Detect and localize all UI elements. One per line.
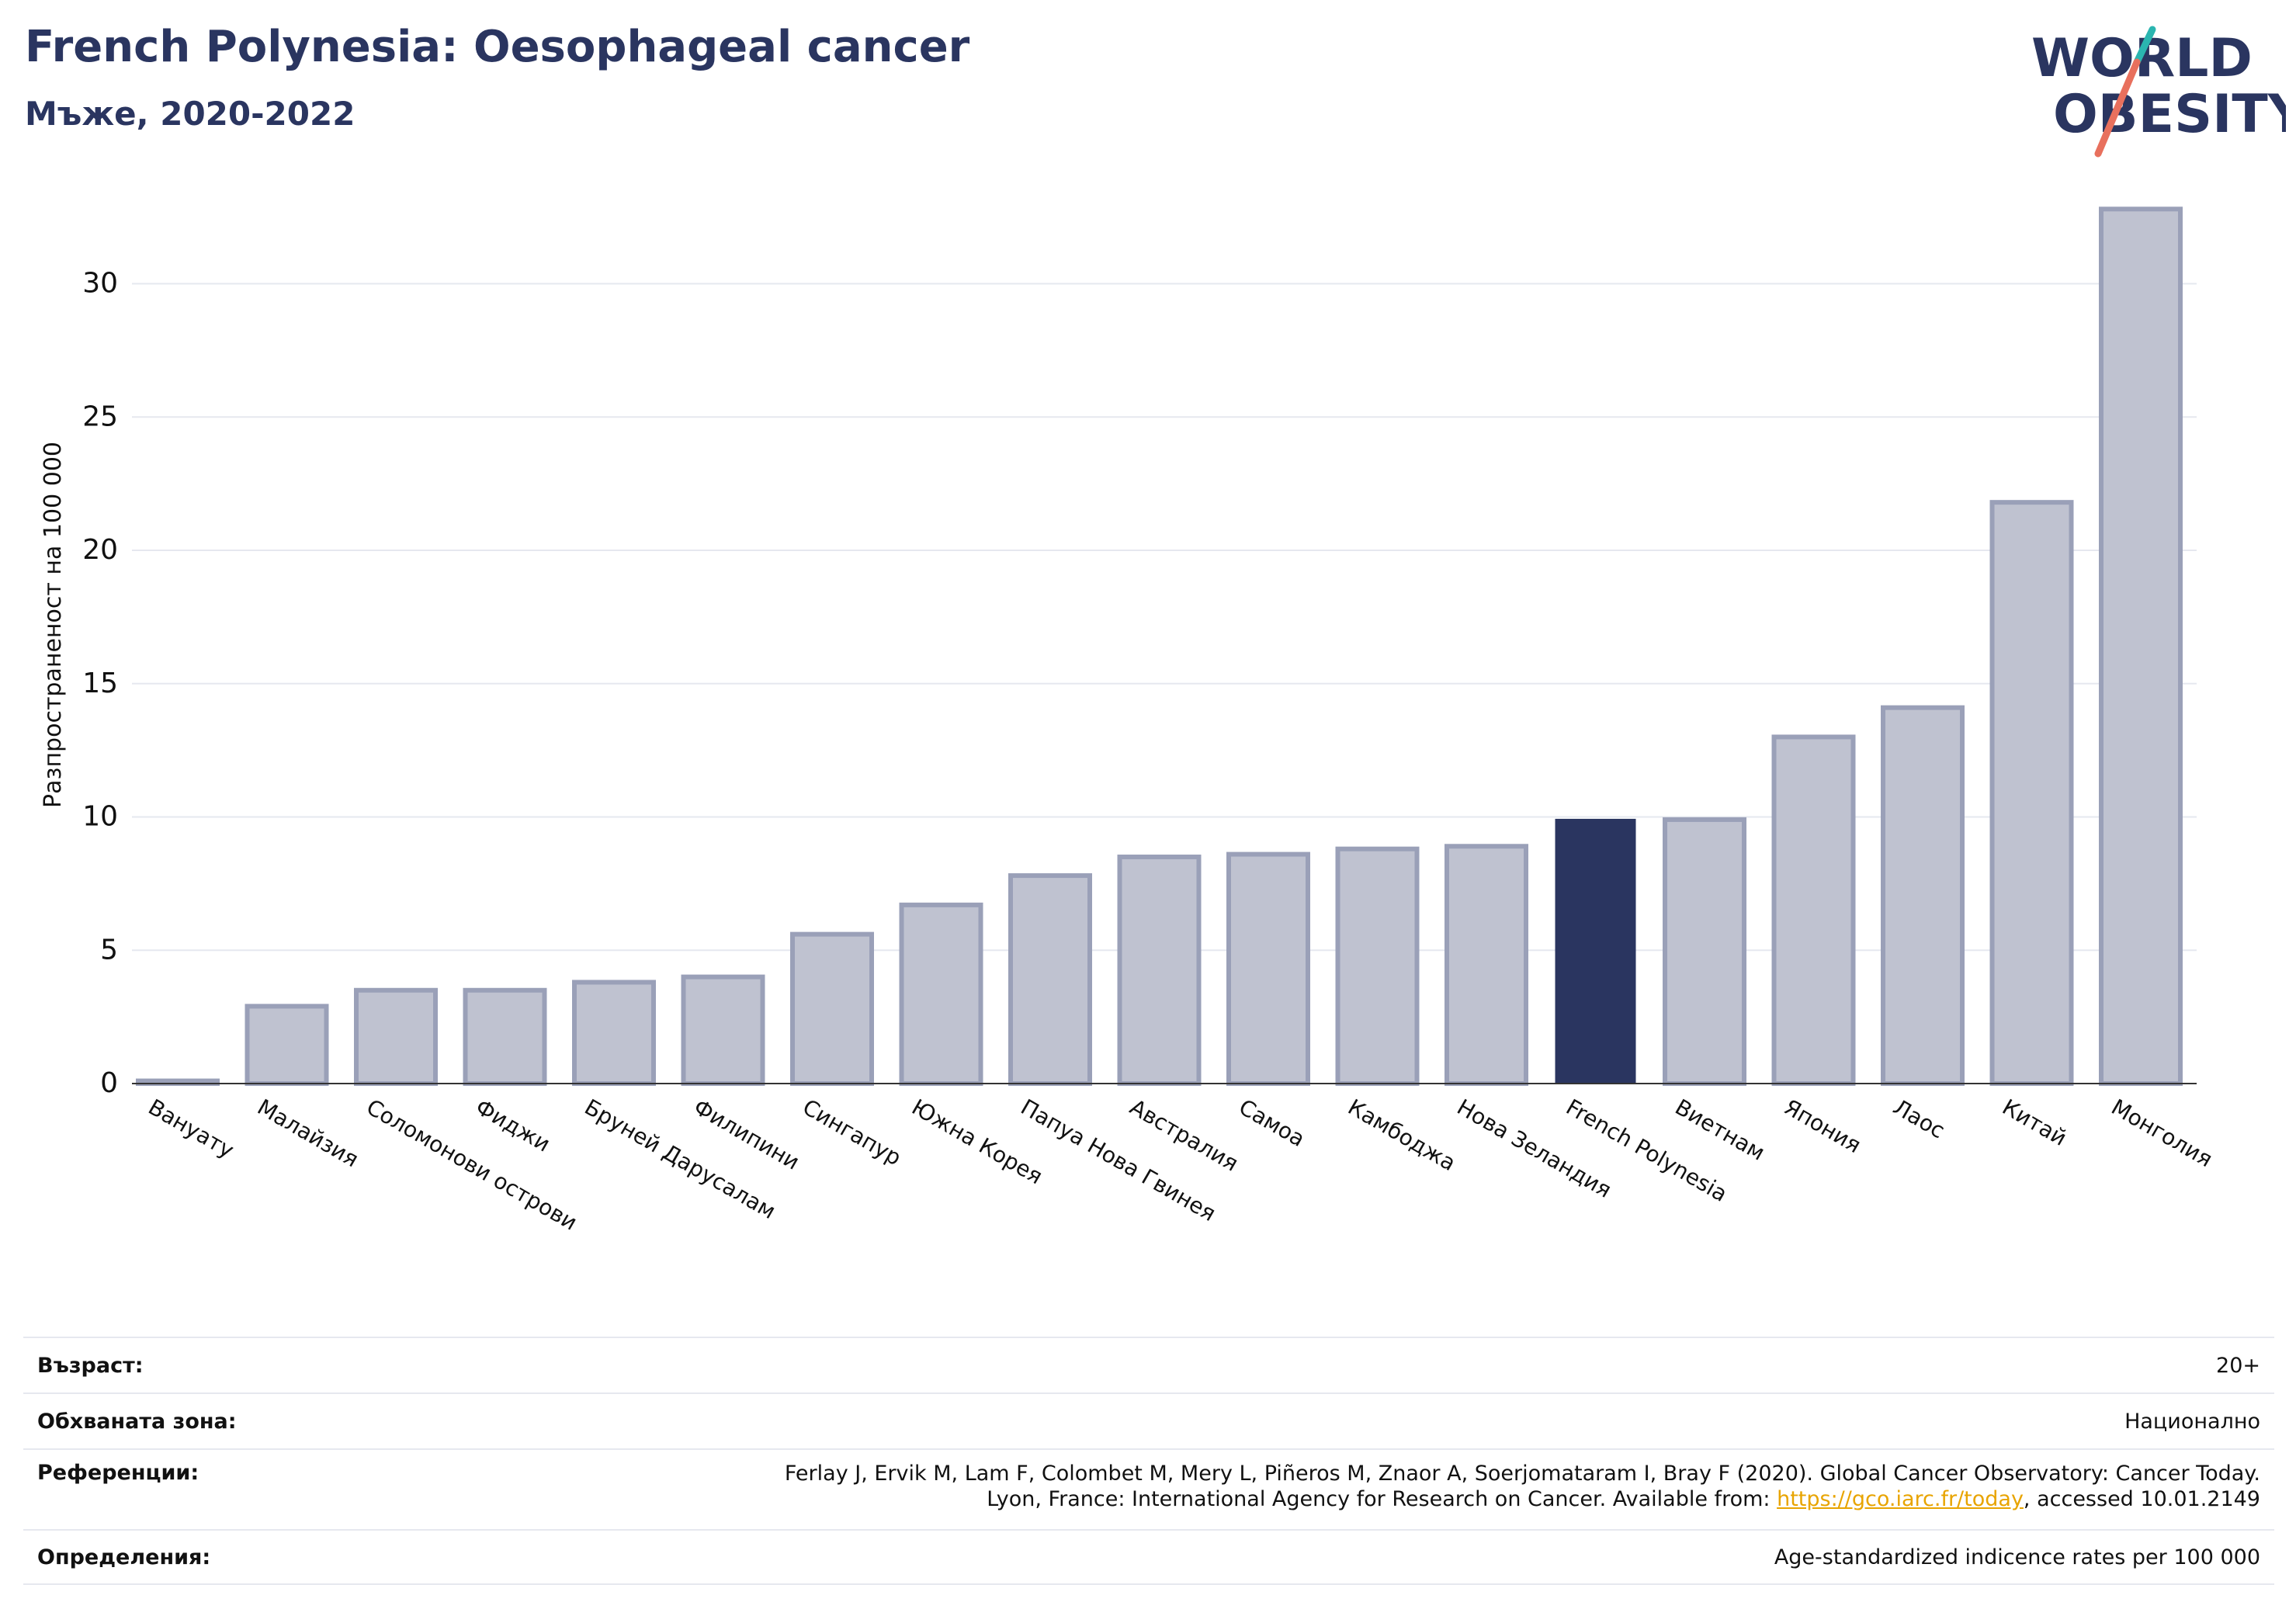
logo-slash-coral [2094, 58, 2141, 158]
x-tick-label: Виетнам [1671, 1094, 1770, 1165]
x-tick-label: Сингапур [799, 1094, 906, 1170]
bar [354, 987, 438, 1087]
y-axis-label: Разпространеност на 100 000 [40, 442, 67, 808]
references-label: Референции: [37, 1461, 199, 1485]
definitions-label: Определения: [37, 1545, 211, 1569]
y-tick-label: 15 [82, 668, 118, 699]
references-line1: Ferlay J, Ervik M, Lam F, Colombet M, Me… [784, 1462, 2260, 1486]
chart-title: French Polynesia: Oesophageal cancer [25, 22, 970, 72]
bar-highlighted [1555, 818, 1636, 1085]
references-line2-pre: Lyon, France: International Agency for R… [987, 1487, 1777, 1511]
x-tick-label: Малайзия [253, 1094, 363, 1172]
bar [1117, 855, 1202, 1087]
y-tick-label: 5 [100, 934, 118, 966]
info-row-references: Референции: Ferlay J, Ervik M, Lam F, Co… [23, 1448, 2274, 1529]
y-tick-label: 20 [82, 534, 118, 566]
bar [1008, 873, 1092, 1086]
definitions-value: Age-standardized indicence rates per 100… [1774, 1545, 2260, 1569]
x-tick-label: Камбоджа [1344, 1094, 1460, 1176]
bar [790, 931, 874, 1087]
chart-subtitle: Мъже, 2020-2022 [25, 95, 355, 133]
bar [1989, 500, 2074, 1086]
bar [681, 974, 765, 1086]
bar [1663, 817, 1746, 1087]
references-value: Ferlay J, Ervik M, Lam F, Colombet M, Me… [785, 1461, 2260, 1512]
x-tick-label: Китай [1998, 1094, 2071, 1150]
x-tick-label: Вануату [144, 1094, 239, 1163]
info-table: Възраст: 20+ Обхваната зона: Национално … [23, 1337, 2274, 1585]
bar [1335, 846, 1420, 1086]
info-row-age: Възраст: 20+ [23, 1337, 2274, 1392]
age-label: Възраст: [37, 1353, 144, 1378]
bar-chart: 0 5 10 15 20 25 30 Разпространеност на 100 000 В… [40, 206, 2218, 1236]
x-tick-label: Фиджи [471, 1094, 555, 1157]
y-tick-label: 25 [82, 401, 118, 432]
world-obesity-logo: WORLD OBESITY [2031, 26, 2286, 158]
bar [1771, 734, 1856, 1086]
bar [1881, 705, 1965, 1086]
bar [1226, 851, 1310, 1086]
bar [245, 1004, 329, 1087]
x-tick-label: Япония [1780, 1094, 1865, 1158]
x-tick-label: Лаос [1889, 1094, 1950, 1143]
x-tick-label: Монголия [2107, 1094, 2218, 1172]
y-tick-label: 10 [82, 801, 118, 833]
bar [1445, 844, 1528, 1087]
info-row-area: Обхваната зона: Национално [23, 1392, 2274, 1448]
x-tick-label: Папуа Нова Гвинея [1017, 1094, 1220, 1226]
info-row-definitions: Определения: Age-standardized indicence … [23, 1529, 2274, 1585]
bar [2099, 206, 2183, 1087]
gco-link[interactable]: https://gco.iarc.fr/today [1777, 1487, 2024, 1511]
x-tick-label: Самоа [1235, 1094, 1309, 1152]
x-tick-label: Бруней Дарусалам [581, 1094, 781, 1224]
bar [899, 902, 983, 1086]
logo-word-obesity: OBESITY [2053, 84, 2286, 145]
y-tick-label: 0 [100, 1067, 118, 1099]
age-value: 20+ [2216, 1353, 2260, 1378]
y-tick-label: 30 [82, 268, 118, 300]
bar [572, 980, 656, 1086]
bar [463, 987, 547, 1087]
logo-slash-teal [2133, 26, 2156, 66]
area-value: Национално [2124, 1409, 2260, 1434]
area-label: Обхваната зона: [37, 1409, 237, 1434]
references-line2-post: , accessed 10.01.2149 [2023, 1487, 2260, 1511]
